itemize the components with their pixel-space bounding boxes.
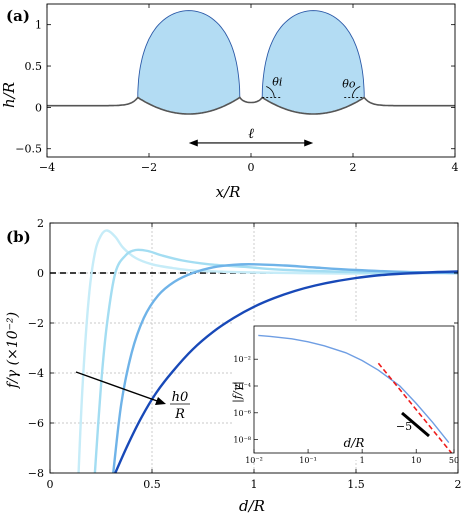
- inset-xtick-label: 10: [411, 456, 421, 465]
- b-xtick-label: 2: [455, 478, 462, 491]
- series-line-4: [114, 270, 459, 474]
- panel-b-xlabel: d/R: [239, 497, 265, 515]
- inset-background: [232, 322, 454, 460]
- panel-b-ylabel: f/γ (×10⁻²): [5, 312, 21, 389]
- panel-a-xlabel: x/R: [216, 183, 241, 201]
- panel-b-label: (b): [6, 228, 31, 246]
- inset-ticks: 10⁻² 10⁻¹ 1 10 50 10⁻² 10⁻⁴ 10⁻⁶ 10⁻⁸: [233, 355, 459, 465]
- membrane-profile: [47, 96, 455, 115]
- droplet-layer: [137, 10, 365, 115]
- inset-xtick-label: 10⁻¹: [299, 456, 317, 465]
- panel-b: 0 0.5 1 1.5 2−8−6−4−202 (b) d/R f/γ (×10⁻²) …: [5, 217, 462, 515]
- a-ytick-label: 0: [35, 101, 42, 114]
- inset-xtick-label: 10⁻²: [245, 456, 263, 465]
- inner-angle-arc: [266, 86, 275, 98]
- panel-a: −4 −2 0 2 4 −0.5 0 0.5 1 (a) x/R h/R ℓ θi θo: [0, 3, 459, 201]
- panel-a-label: (a): [6, 7, 30, 25]
- inset-xtick-label: 50: [449, 456, 459, 465]
- a-xtick-label: −4: [39, 161, 55, 174]
- a-ytick-label: 1: [35, 19, 42, 32]
- b-ytick-label: −2: [28, 317, 44, 330]
- series-line-1: [77, 229, 459, 474]
- series-line-3: [112, 263, 459, 474]
- inset-series: [258, 334, 453, 454]
- series-line-2: [93, 248, 459, 474]
- inset-ytick-label: 10⁻⁶: [233, 409, 251, 418]
- separation-label: ℓ: [248, 126, 254, 142]
- b-xtick-label: 1: [251, 478, 258, 491]
- panel-a-ylabel: h/R: [0, 82, 18, 108]
- droplet-1-outline: [137, 10, 241, 98]
- b-ytick-label: −6: [28, 417, 44, 430]
- a-xtick-label: 2: [350, 161, 357, 174]
- b-ytick-label: −4: [28, 367, 44, 380]
- droplet-2-outline: [261, 10, 365, 98]
- inset-ytick-label: 10⁻²: [233, 355, 251, 364]
- trend-arrow: [75, 371, 161, 403]
- a-xtick-label: −2: [141, 161, 157, 174]
- separation-arrow-head-right: [304, 139, 314, 147]
- inset-ylabel: |f/γ|: [231, 381, 245, 403]
- trend-label-numerator: h0: [172, 390, 189, 405]
- b-xtick-label: 1.5: [347, 478, 365, 491]
- droplet-1: [137, 10, 240, 115]
- b-ytick-label: 0: [37, 267, 44, 280]
- trend-label-denominator: R: [174, 407, 185, 422]
- panel-b-ticks: 0 0.5 1 1.5 2 −8 −6 −4 −2 0 2: [28, 217, 462, 491]
- inset-frame: [253, 325, 455, 454]
- b-ytick-label: 2: [37, 217, 44, 230]
- inset-force-line: [258, 334, 450, 444]
- inset-ytick-label: 10⁻⁸: [233, 436, 251, 445]
- inset-xtick-label: 1: [360, 456, 365, 465]
- outer-angle-label: θo: [342, 77, 356, 90]
- panel-a-annotations: ℓ θi θo: [188, 75, 365, 147]
- panel-b-series: [77, 229, 459, 474]
- b-xtick-label: 0: [47, 478, 54, 491]
- slope-label: −5: [396, 420, 412, 433]
- a-ytick-label: −0.5: [15, 143, 42, 156]
- a-xtick-label: 0: [248, 161, 255, 174]
- a-ytick-label: 0.5: [25, 60, 43, 73]
- a-xtick-label: 4: [452, 161, 459, 174]
- b-xtick-label: 0.5: [143, 478, 161, 491]
- slope-indicator: [401, 411, 430, 438]
- droplet-2: [262, 10, 365, 115]
- trend-arrow-head: [155, 397, 166, 405]
- b-ytick-label: −8: [28, 467, 44, 480]
- inset-ytick-label: 10⁻⁴: [233, 382, 251, 391]
- outer-angle-arc: [351, 86, 361, 98]
- panel-a-ticks: −4 −2 0 2 4 −0.5 0 0.5 1: [15, 4, 459, 174]
- inner-angle-label: θi: [272, 75, 282, 88]
- inset-power-law-line: [377, 362, 453, 454]
- separation-arrow-head-left: [188, 139, 198, 147]
- inset-xlabel: d/R: [344, 436, 365, 450]
